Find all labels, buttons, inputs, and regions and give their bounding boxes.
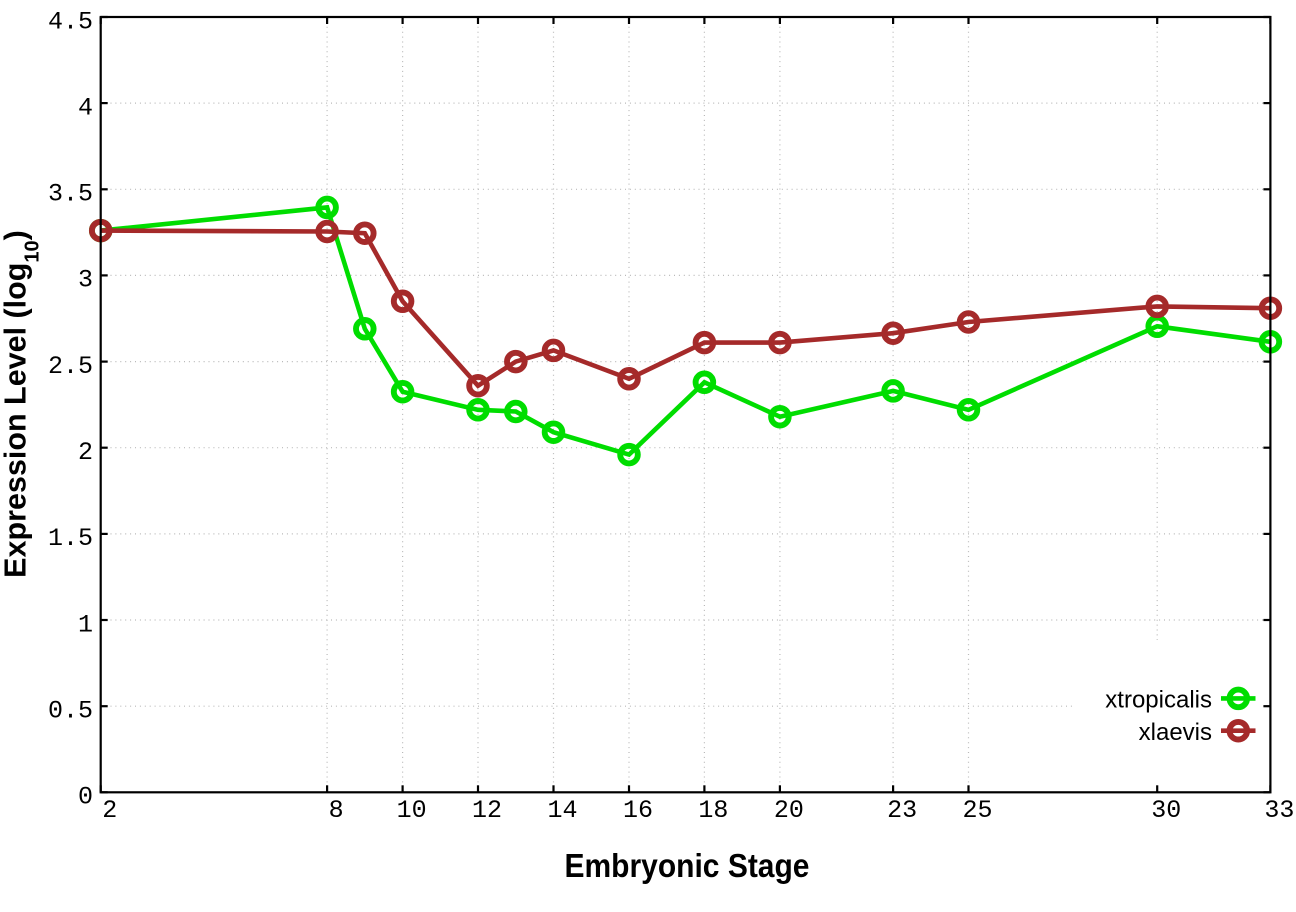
svg-text:20: 20 [774, 796, 804, 825]
svg-text:3: 3 [78, 266, 93, 295]
svg-text:18: 18 [698, 796, 728, 825]
svg-text:8: 8 [329, 796, 344, 825]
svg-text:Embryonic Stage: Embryonic Stage [565, 848, 810, 885]
svg-text:25: 25 [962, 796, 992, 825]
svg-text:14: 14 [547, 796, 577, 825]
svg-text:xlaevis: xlaevis [1139, 719, 1212, 746]
svg-text:23: 23 [887, 796, 917, 825]
svg-text:2.5: 2.5 [48, 352, 93, 381]
svg-text:4.5: 4.5 [48, 7, 93, 36]
svg-text:10: 10 [397, 796, 427, 825]
svg-text:1.5: 1.5 [48, 524, 93, 553]
svg-text:12: 12 [472, 796, 502, 825]
svg-text:30: 30 [1151, 796, 1181, 825]
svg-text:16: 16 [623, 796, 653, 825]
svg-text:33: 33 [1264, 796, 1294, 825]
svg-text:3.5: 3.5 [48, 180, 93, 209]
svg-text:2: 2 [78, 438, 93, 467]
svg-text:1: 1 [78, 610, 93, 639]
svg-text:0.5: 0.5 [48, 697, 93, 726]
svg-text:xtropicalis: xtropicalis [1105, 687, 1212, 714]
svg-text:0: 0 [78, 783, 93, 812]
svg-text:4: 4 [78, 93, 93, 122]
svg-text:2: 2 [102, 796, 117, 825]
